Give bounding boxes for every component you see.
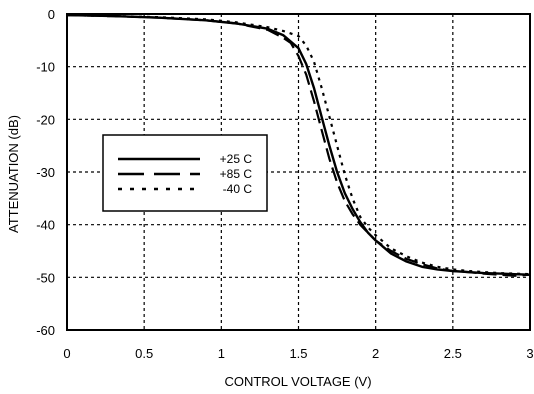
y-tick-label: -60 <box>36 323 55 338</box>
y-tick-label: 0 <box>48 7 55 22</box>
x-tick-label: 0.5 <box>135 346 153 361</box>
y-tick-label: -40 <box>36 218 55 233</box>
x-tick-label: 1.5 <box>289 346 307 361</box>
series-line <box>66 14 531 277</box>
x-tick-label: 1 <box>218 346 225 361</box>
legend-label: -40 C <box>223 182 253 196</box>
y-tick-label: -50 <box>36 270 55 285</box>
y-tick-label: -20 <box>36 112 55 127</box>
x-axis-label: CONTROL VOLTAGE (V) <box>224 374 371 389</box>
legend-label: +85 C <box>220 167 253 181</box>
y-tick-label: -10 <box>36 60 55 75</box>
x-tick-label: 0 <box>63 346 70 361</box>
series-line <box>66 14 531 276</box>
x-tick-label: 2 <box>372 346 379 361</box>
x-tick-label: 2.5 <box>444 346 462 361</box>
y-axis-label: ATTENUATION (dB) <box>6 115 21 233</box>
legend-label: +25 C <box>220 152 253 166</box>
series-lines <box>66 13 531 277</box>
x-tick-label: 3 <box>526 346 533 361</box>
y-tick-label: -30 <box>36 165 55 180</box>
legend: +25 C+85 C-40 C <box>102 134 268 212</box>
tick-labels: 0 0.5 1 1.5 2 2.5 3 0 -10 -20 -30 -40 -50 -60 <box>36 7 533 361</box>
plot-frame <box>66 13 531 331</box>
